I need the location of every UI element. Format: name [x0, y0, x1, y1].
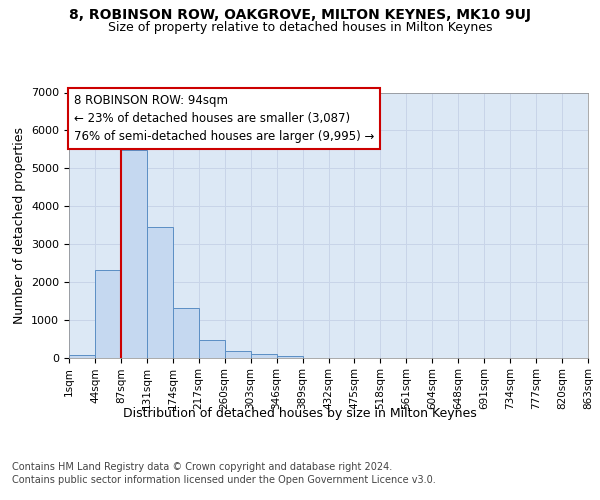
Text: Size of property relative to detached houses in Milton Keynes: Size of property relative to detached ho…: [108, 21, 492, 34]
Bar: [121, 150, 147, 358]
Text: 8, ROBINSON ROW, OAKGROVE, MILTON KEYNES, MK10 9UJ: 8, ROBINSON ROW, OAKGROVE, MILTON KEYNES…: [69, 8, 531, 22]
Bar: [69, 354, 95, 358]
Bar: [277, 356, 302, 358]
Bar: [225, 352, 251, 358]
Bar: [173, 308, 199, 358]
Bar: [251, 354, 277, 358]
Text: Distribution of detached houses by size in Milton Keynes: Distribution of detached houses by size …: [123, 408, 477, 420]
Text: 8 ROBINSON ROW: 94sqm
← 23% of detached houses are smaller (3,087)
76% of semi-d: 8 ROBINSON ROW: 94sqm ← 23% of detached …: [74, 94, 374, 143]
Y-axis label: Number of detached properties: Number of detached properties: [13, 126, 26, 324]
Text: Contains public sector information licensed under the Open Government Licence v3: Contains public sector information licen…: [12, 475, 436, 485]
Bar: [147, 227, 173, 358]
Bar: [199, 340, 224, 357]
Bar: [95, 270, 121, 358]
Text: Contains HM Land Registry data © Crown copyright and database right 2024.: Contains HM Land Registry data © Crown c…: [12, 462, 392, 472]
